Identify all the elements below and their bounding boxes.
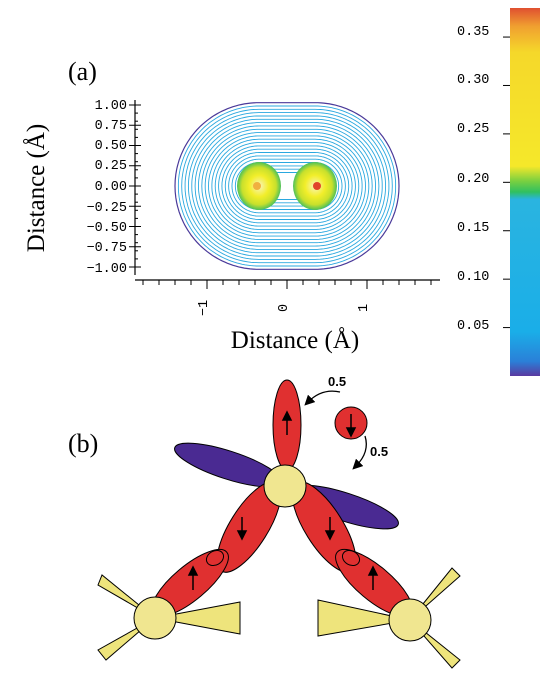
ligand-wedge <box>154 601 241 635</box>
y-tick-label: −0.50 <box>86 221 127 236</box>
y-axis-title: Distance (Å) <box>23 124 50 252</box>
spin-up-arrow <box>187 565 199 590</box>
colorbar-tick-label: 0.35 <box>457 25 489 40</box>
y-tick-label: −1.00 <box>86 262 127 277</box>
transfer-amount-label: 0.5 <box>328 374 346 389</box>
panel-b-label: (b) <box>68 429 98 458</box>
panel-b: (b) <box>68 374 461 669</box>
contour-line <box>204 132 370 240</box>
peak-center <box>253 182 261 190</box>
y-axis: 1.00 0.75 0.50 0.25 0.00 −0.25 −0.50 −0.… <box>23 99 141 277</box>
atom-left <box>133 596 177 640</box>
x-axis-title: Distance (Å) <box>231 327 359 354</box>
colorbar-tick-label: 0.30 <box>457 73 489 88</box>
contour-line <box>214 142 360 230</box>
spin-arrows <box>187 410 379 590</box>
spin-up-arrow <box>281 410 293 435</box>
contour-line <box>231 158 343 214</box>
contour-line <box>201 128 373 244</box>
contour-line <box>224 152 350 220</box>
contour-line <box>218 145 356 227</box>
y-tick-label: 0.50 <box>95 139 127 154</box>
colorbar-tick-label: 0.05 <box>457 319 489 334</box>
contour-line <box>184 112 390 260</box>
y-tick-label: −0.75 <box>86 241 127 256</box>
peak-center <box>313 182 321 190</box>
y-tick-label: 0.00 <box>95 180 127 195</box>
contour-line <box>228 155 346 217</box>
atoms <box>133 464 432 642</box>
spin-down-arrow <box>345 414 357 438</box>
orbital-nodes <box>205 549 361 567</box>
panel-a: (a) 1.00 0.75 0.50 0.25 0.00 −0.25 −0.50… <box>23 8 540 376</box>
colorbar-tick-label: 0.10 <box>457 270 489 285</box>
colorbar-gradient <box>510 8 540 376</box>
colorbar-tick-label: 0.25 <box>457 122 489 137</box>
spin-down-arrow <box>236 517 248 541</box>
colorbar-tick-label: 0.20 <box>457 172 489 187</box>
transfer-amount-label: 0.5 <box>370 444 388 459</box>
y-tick-label: 0.25 <box>95 159 127 174</box>
panel-a-label: (a) <box>68 57 97 86</box>
contour-line <box>208 135 366 237</box>
contour-lines <box>174 102 400 270</box>
contour-line <box>181 108 393 264</box>
colorbar: 0.35 0.30 0.25 0.20 0.15 0.10 0.05 <box>457 8 540 376</box>
spin-down-arrow <box>324 517 336 541</box>
spin-up-arrow <box>367 565 379 590</box>
density-peaks <box>237 162 337 210</box>
x-axis: −1 0 1 Distance (Å) <box>135 279 440 354</box>
x-tick-label: 1 <box>357 304 372 312</box>
y-tick-label: 1.00 <box>95 99 127 114</box>
colorbar-tick-label: 0.15 <box>457 221 489 236</box>
atom-center <box>263 464 307 508</box>
contour-line <box>187 115 387 257</box>
transfer-arrow-up <box>304 390 341 406</box>
transfer-arrow-down <box>352 435 367 470</box>
y-tick-label: −0.25 <box>86 201 127 216</box>
contour-line <box>194 122 380 250</box>
x-tick-label: −1 <box>197 300 212 316</box>
transfer-arrows <box>304 390 367 470</box>
contour-line <box>211 138 363 234</box>
contour-line <box>221 148 353 224</box>
atom-right <box>388 598 432 642</box>
contour-plot <box>174 102 400 270</box>
contour-line <box>198 125 376 247</box>
outer-contour-line <box>174 102 400 270</box>
contour-line <box>191 118 383 254</box>
y-tick-label: 0.75 <box>95 119 127 134</box>
ligand-wedge <box>317 599 411 637</box>
contour-line <box>177 105 397 267</box>
x-tick-label: 0 <box>277 304 292 312</box>
